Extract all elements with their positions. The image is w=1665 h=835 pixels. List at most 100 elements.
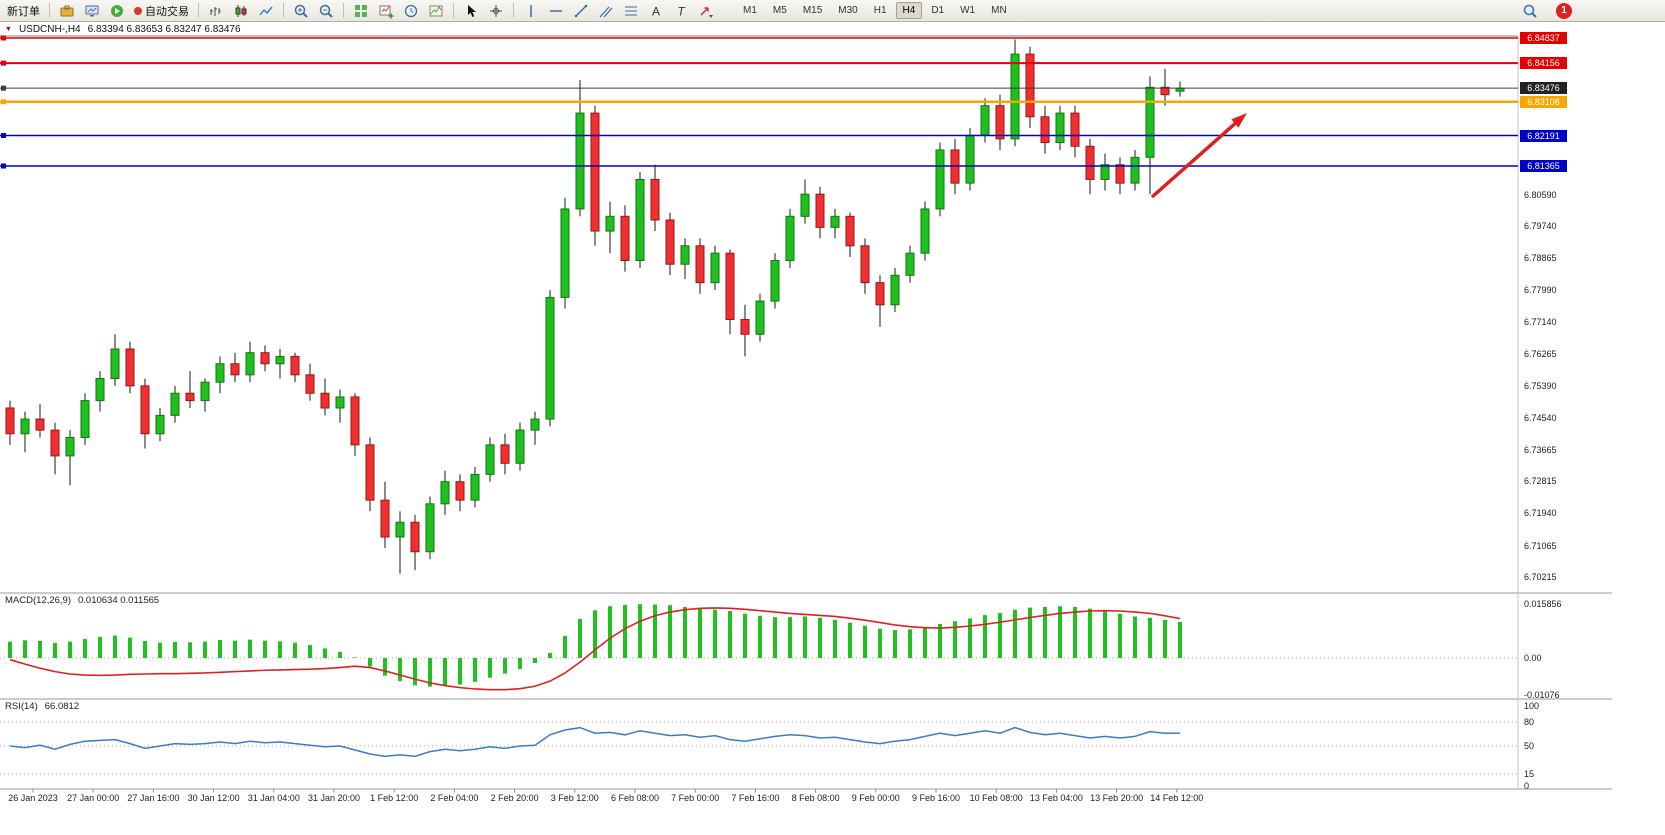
timeframe-W1[interactable]: W1 [960,5,976,16]
macd-histogram-bar [548,652,552,658]
candle-body [320,392,330,409]
timeframe-H4[interactable]: H4 [895,2,923,19]
chart-title-bar: ▼ USDCNH-,H4 6.83394 6.83653 6.83247 6.8… [5,24,241,35]
candle-body [1010,53,1020,140]
templates-icon [429,5,443,16]
market-watch-button[interactable] [80,2,104,20]
new-order-button[interactable]: 新订单 [3,2,44,20]
macd-histogram-bar [698,608,702,658]
svg-text:A: A [652,4,660,18]
vertical-line-button[interactable] [519,2,543,20]
tile-windows-button[interactable] [349,2,373,20]
timeframe-M1[interactable]: M1 [743,5,757,16]
shapes-icon [700,6,713,18]
candle-body [215,363,225,383]
candle-body [755,300,765,335]
candle-body [605,215,615,232]
macd-histogram-bar [803,616,807,658]
horizontal-line-button[interactable] [544,2,568,20]
new-chart-icon [379,5,394,18]
auto-trading-status-icon [134,6,142,15]
macd-histogram-bar [83,638,87,658]
text-icon: A [652,4,660,18]
chart-ohlc: 6.83394 6.83653 6.83247 6.83476 [87,24,241,35]
candle-body [140,385,150,435]
candle-body [935,149,945,210]
timeframe-MN[interactable]: MN [991,5,1007,16]
macd-signal-line [9,607,1181,691]
timeframe-M30[interactable]: M30 [838,5,858,16]
macd-histogram-bar [323,648,327,658]
level-line-marker [1,85,6,91]
notification-badge[interactable]: 1 [1556,2,1572,19]
macd-panel-label: MACD(12,26,9) 0.010634 0.011565 [5,595,159,606]
shapes-button[interactable] [694,2,718,20]
candle-body [455,481,465,501]
channel-button[interactable] [594,2,618,20]
macd-histogram-bar [1133,616,1137,658]
timeframe-D1[interactable]: D1 [931,5,945,16]
macd-histogram-bar [488,658,492,678]
candle-body [1115,164,1125,184]
line-chart-button[interactable] [254,2,278,20]
text-button[interactable]: A [644,2,668,20]
candle-body [515,429,525,464]
toolbar: 新订单 自动交易 A T M1 M5 M15 M30 H1 H4 D1 W1 MN 1 [0,0,1665,22]
macd-histogram-bar [443,658,447,686]
candle-body [680,245,690,265]
cursor-button[interactable] [459,2,483,20]
macd-histogram-bar [218,639,222,658]
auto-trading-button[interactable]: 自动交易 [130,2,193,20]
trendline-button[interactable] [569,2,593,20]
macd-histogram-bar [773,617,777,658]
templates-button[interactable] [424,2,448,20]
timeframe-M15[interactable]: M15 [802,5,823,16]
crosshair-icon [490,4,502,17]
candle-body [440,481,450,505]
rsi-line [9,726,1181,758]
candle-body [65,436,75,457]
macd-histogram-bar [563,635,567,658]
macd-histogram-bar [398,658,402,682]
candlestick-chart-button[interactable] [229,2,253,20]
macd-histogram-bar [203,641,207,658]
candle-body [635,178,645,262]
timeframe-H1[interactable]: H1 [873,5,887,16]
candle-body [1040,116,1050,144]
search-button[interactable] [1518,2,1542,20]
macd-histogram-bar [158,642,162,658]
macd-histogram-bar [713,609,717,658]
trend-arrow[interactable] [1150,119,1240,199]
macd-histogram-bar [383,658,387,676]
crosshair-button[interactable] [484,2,508,20]
zoom-out-button[interactable] [314,2,338,20]
period-button[interactable] [399,2,423,20]
label-button[interactable]: T [669,2,693,20]
macd-histogram-bar [263,640,267,658]
macd-histogram-bar [188,642,192,658]
fibonacci-button[interactable] [619,2,643,20]
macd-histogram-bar [293,642,297,658]
macd-histogram-bar [98,636,102,658]
macd-histogram-bar [1088,608,1092,658]
zoom-in-button[interactable] [289,2,313,20]
macd-histogram-bar [1058,606,1062,658]
macd-histogram-bar [1103,611,1107,658]
new-chart-button[interactable] [374,2,398,20]
macd-histogram-bar [233,640,237,658]
collapse-triangle-icon[interactable]: ▼ [5,25,12,33]
macd-histogram-bar [668,605,672,658]
timeframe-M5[interactable]: M5 [772,5,787,16]
candle-body [245,352,255,376]
zoom-in-icon [294,4,308,18]
terminal-button[interactable] [55,2,79,20]
strategy-tester-button[interactable] [105,2,129,20]
macd-histogram-bar [458,658,462,685]
macd-histogram-bar [1013,609,1017,658]
candle-body [965,134,975,184]
new-order-label: 新订单 [7,5,40,18]
toolbar-separator [453,3,454,18]
candle-body [545,296,555,420]
bars-chart-button[interactable] [204,2,228,20]
